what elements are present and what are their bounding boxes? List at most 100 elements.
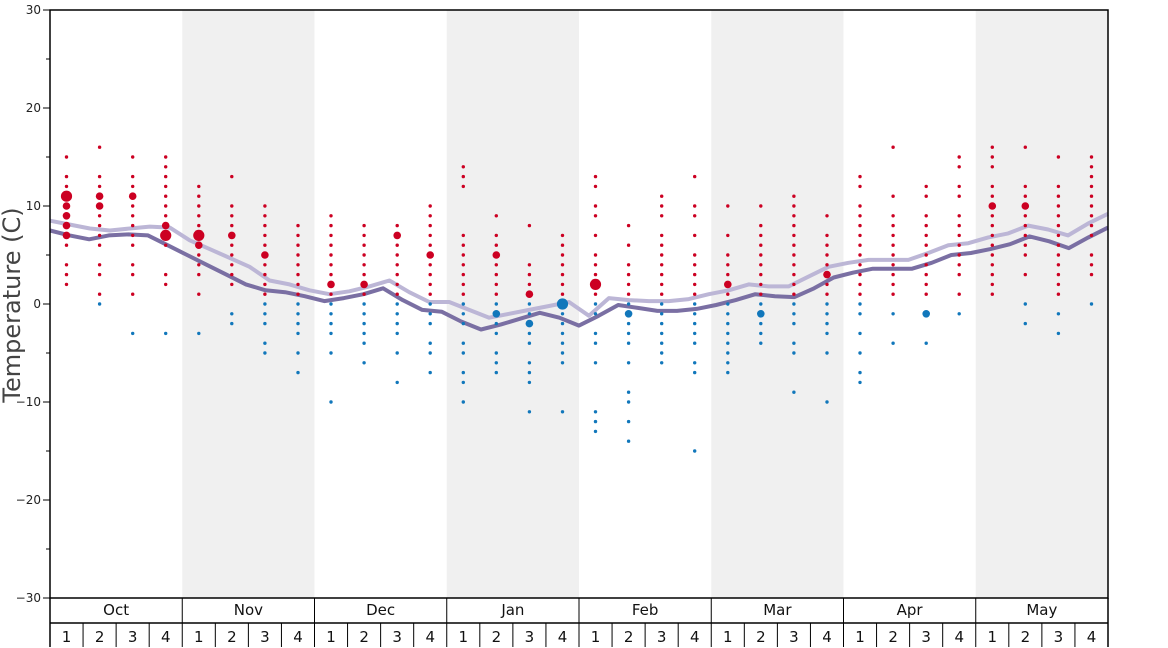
data-point: [1056, 214, 1061, 218]
data-point: [593, 429, 598, 434]
data-point: [891, 341, 895, 345]
data-point: [329, 292, 333, 296]
data-point: [693, 263, 697, 267]
data-point: [858, 184, 862, 189]
data-point: [494, 243, 498, 247]
data-point: [164, 184, 168, 189]
data-point: [990, 263, 994, 267]
data-point: [329, 400, 333, 404]
week-label: 2: [227, 628, 237, 646]
data-point: [164, 174, 168, 179]
data-point: [1023, 302, 1027, 306]
data-point: [660, 243, 664, 247]
data-point: [197, 272, 201, 277]
week-label: 1: [723, 628, 733, 646]
data-point: [97, 263, 102, 267]
data-point: [759, 292, 763, 296]
data-point: [527, 410, 532, 414]
data-point: [891, 272, 895, 277]
data-point: [97, 174, 102, 179]
data-point: [891, 292, 895, 296]
data-point: [990, 223, 994, 228]
data-point: [759, 243, 763, 247]
data-point: [593, 263, 598, 267]
data-point: [263, 292, 267, 296]
data-point: [461, 302, 465, 306]
data-point: [131, 263, 135, 267]
data-point: [1056, 253, 1061, 257]
data-point: [197, 204, 201, 208]
data-point: [494, 331, 498, 336]
data-point: [230, 312, 234, 316]
data-point: [395, 292, 399, 296]
data-point: [858, 351, 862, 355]
week-label: 2: [492, 628, 502, 646]
data-point: [428, 351, 432, 355]
data-point: [726, 272, 730, 277]
data-point: [428, 243, 432, 247]
data-point: [329, 312, 333, 316]
week-label: 3: [260, 628, 270, 646]
data-point: [131, 272, 135, 277]
data-point: [428, 341, 432, 345]
data-point: [95, 202, 104, 210]
data-point: [128, 192, 137, 200]
data-point: [197, 184, 201, 189]
data-point: [693, 292, 697, 296]
month-label-feb: Feb: [632, 601, 659, 619]
data-point: [990, 292, 994, 296]
data-point: [825, 243, 829, 247]
week-label: 4: [1087, 628, 1097, 646]
data-point: [329, 223, 333, 228]
data-point: [988, 202, 997, 210]
data-point: [428, 321, 432, 326]
data-point: [197, 263, 201, 267]
data-point: [891, 214, 895, 218]
data-point: [693, 361, 697, 365]
week-label: 4: [954, 628, 964, 646]
week-label: 1: [988, 628, 998, 646]
data-point: [494, 361, 498, 365]
data-point: [792, 272, 796, 277]
data-point: [560, 263, 565, 267]
data-point: [428, 204, 432, 208]
data-point: [792, 341, 796, 345]
data-point: [131, 214, 135, 218]
data-point: [360, 280, 368, 289]
data-point: [626, 341, 631, 345]
data-point: [461, 263, 465, 267]
data-point: [891, 243, 895, 247]
data-point: [792, 233, 796, 238]
data-point: [197, 194, 201, 198]
data-point: [726, 361, 730, 365]
data-point: [693, 233, 697, 238]
data-point: [924, 263, 928, 267]
data-point: [1023, 233, 1027, 238]
data-point: [726, 233, 730, 238]
data-point: [858, 370, 862, 375]
data-point: [428, 233, 432, 238]
data-point: [924, 341, 928, 345]
data-point: [990, 184, 994, 189]
data-point: [693, 253, 697, 257]
data-point: [197, 214, 201, 218]
data-point: [329, 321, 333, 326]
y-axis: 30 20 10 0 −10 −20 −30: [16, 3, 50, 605]
data-point: [1056, 184, 1061, 189]
data-point: [461, 165, 465, 169]
data-point: [560, 331, 565, 336]
data-point: [62, 231, 71, 240]
data-point: [593, 292, 598, 296]
data-point: [626, 223, 631, 228]
data-point: [62, 212, 71, 220]
week-label: 3: [525, 628, 535, 646]
data-point: [1056, 194, 1061, 198]
data-point: [1023, 243, 1027, 247]
data-point: [1089, 263, 1094, 267]
data-point: [660, 272, 664, 277]
data-point: [1021, 202, 1030, 210]
week-label: 4: [161, 628, 171, 646]
week-label: 2: [888, 628, 898, 646]
data-point: [197, 292, 201, 296]
data-point: [726, 321, 730, 326]
